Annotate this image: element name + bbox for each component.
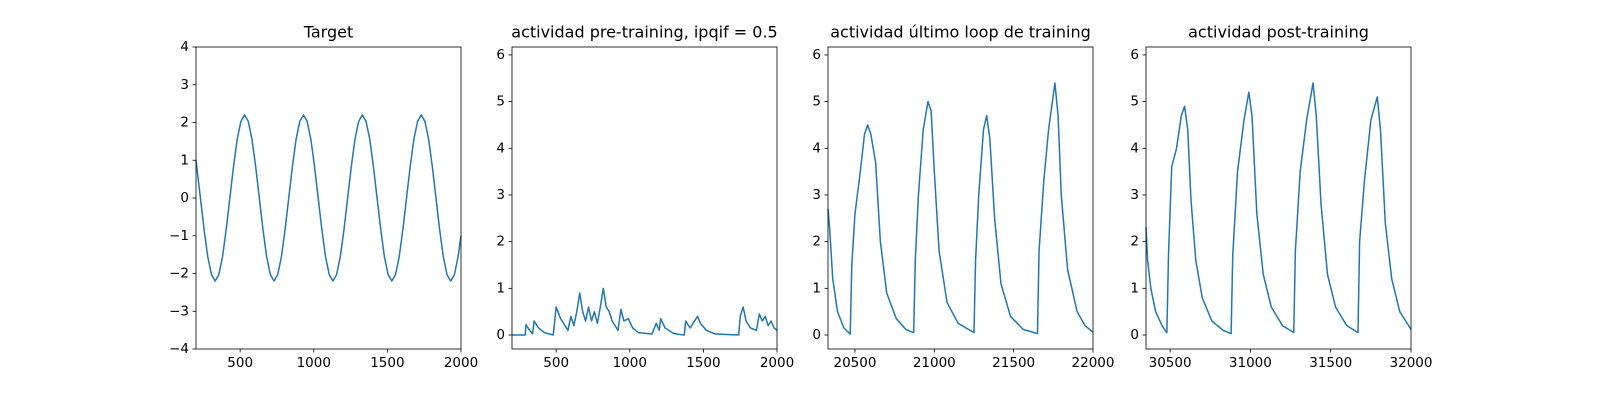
y-tick-label: 5 [1130,94,1139,110]
data-line [195,114,462,282]
axes-frame [827,46,1094,350]
x-tick-label: 1000 [297,355,331,371]
x-tick-label: 500 [227,355,253,371]
y-tick-label: 5 [496,94,505,110]
data-line [827,82,1094,335]
axes-frame [195,46,462,350]
chart-title: Target [303,23,354,42]
y-tick-label: 1 [1130,280,1139,296]
y-tick-label: 4 [812,140,821,156]
axes-frame [1145,46,1412,350]
y-tick-label: 1 [180,152,189,168]
y-tick-label: 2 [1130,234,1139,250]
y-tick-label: 2 [180,115,189,131]
chart-title: actividad post-training [1188,23,1369,42]
y-tick-label: 5 [812,94,821,110]
y-tick-label: 6 [1130,47,1139,63]
y-tick-label: 3 [180,77,189,93]
y-tick-label: 2 [496,234,505,250]
y-tick-label: −3 [169,303,189,319]
x-tick-label: 21000 [913,355,956,371]
x-tick-label: 31000 [1229,355,1272,371]
x-tick-label: 500 [543,355,569,371]
y-tick-label: 0 [180,190,189,206]
y-tick-label: 3 [496,187,505,203]
y-tick-label: 3 [812,187,821,203]
y-tick-label: 4 [496,140,505,156]
x-tick-label: 20500 [833,355,876,371]
y-tick-label: 6 [812,47,821,63]
y-tick-label: 2 [812,234,821,250]
y-tick-label: 0 [812,327,821,343]
chart-title: actividad pre-training, ipqif = 0.5 [511,23,777,42]
x-tick-label: 1000 [613,355,647,371]
x-tick-label: 2000 [444,355,478,371]
x-tick-label: 32000 [1390,355,1433,371]
x-tick-label: 1500 [370,355,404,371]
y-tick-label: 4 [1130,140,1139,156]
axes-frame [511,46,778,350]
y-tick-label: 0 [1130,327,1139,343]
x-tick-label: 31500 [1309,355,1352,371]
y-tick-label: −2 [169,266,189,282]
y-tick-label: 1 [812,280,821,296]
y-tick-label: 0 [496,327,505,343]
x-tick-label: 22000 [1072,355,1115,371]
data-line [512,287,778,336]
y-tick-label: 4 [180,39,189,55]
x-tick-label: 30500 [1149,355,1192,371]
y-tick-label: 1 [496,280,505,296]
y-tick-label: 3 [1130,187,1139,203]
x-tick-label: 2000 [760,355,794,371]
x-tick-label: 21500 [992,355,1035,371]
y-tick-label: −4 [169,341,189,357]
data-line [1145,82,1412,335]
y-tick-label: −1 [169,228,189,244]
chart-title: actividad último loop de training [830,23,1091,42]
y-tick-label: 6 [496,47,505,63]
x-tick-label: 1500 [686,355,720,371]
